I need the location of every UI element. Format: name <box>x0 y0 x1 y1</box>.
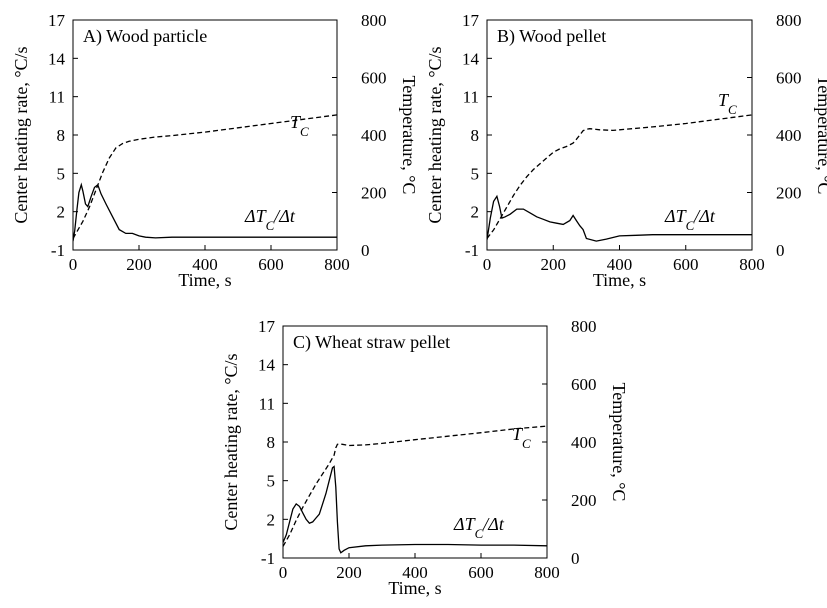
left-y-tick-label: -1 <box>261 549 275 568</box>
left-y-tick-label: 17 <box>48 11 66 30</box>
x-tick-label: 0 <box>483 255 492 274</box>
right-y-axis-label: Temperature, °C <box>399 76 419 195</box>
mark-layer <box>73 114 337 242</box>
left-y-tick-label: 14 <box>48 49 66 68</box>
x-tick-label: 200 <box>541 255 567 274</box>
right-y-tick-label: 0 <box>571 549 580 568</box>
left-y-tick-label: 2 <box>471 203 480 222</box>
right-y-tick-label: 600 <box>361 69 387 88</box>
x-tick-label: 600 <box>673 255 699 274</box>
x-tick-label: 200 <box>336 563 362 582</box>
mark-layer <box>487 114 752 242</box>
mark-layer <box>283 425 547 554</box>
left-y-axis-label: Center heating rate, °C/s <box>425 46 445 223</box>
panel-title: C) Wheat straw pellet <box>293 332 450 353</box>
tick-layer: 0 200 400 600 800 -1 2 5 8 11 14 17 0 200 400 600 800 <box>258 317 597 582</box>
left-y-tick-label: 5 <box>57 164 66 183</box>
heating-rate-line <box>73 182 337 242</box>
left-y-tick-label: 17 <box>462 11 480 30</box>
right-y-tick-label: 200 <box>776 184 802 203</box>
left-y-tick-label: 14 <box>258 356 276 375</box>
panel-title: B) Wood pellet <box>497 26 606 47</box>
right-y-tick-label: 400 <box>361 126 387 145</box>
x-tick-label: 800 <box>534 563 560 582</box>
left-y-tick-label: -1 <box>51 241 65 260</box>
left-y-axis-label: Center heating rate, °C/s <box>11 46 31 223</box>
x-tick-label: 800 <box>324 255 350 274</box>
x-axis-label: Time, s <box>178 270 231 290</box>
panel-b: 0 200 400 600 800 -1 2 5 8 11 14 17 0 200 400 600 800 B)… <box>425 11 827 290</box>
tick-layer: 0 200 400 600 800 -1 2 5 8 11 14 17 0 200 400 600 800 <box>462 11 802 274</box>
heating-rate-series-label: ΔTC/Δt <box>244 206 296 233</box>
right-y-tick-label: 800 <box>571 317 597 336</box>
temperature-line <box>73 114 337 239</box>
right-y-tick-label: 800 <box>776 11 802 30</box>
heating-rate-series-label: ΔTC/Δt <box>664 206 716 233</box>
left-y-axis-label: Center heating rate, °C/s <box>221 353 241 530</box>
right-y-tick-label: 0 <box>776 241 785 260</box>
x-tick-label: 0 <box>69 255 78 274</box>
temperature-line <box>283 425 547 547</box>
temperature-series-label: TC <box>718 90 737 117</box>
x-tick-label: 400 <box>192 255 218 274</box>
left-y-tick-label: 14 <box>462 49 480 68</box>
tick-layer: 0 200 400 600 800 -1 2 5 8 11 14 17 0 200 400 600 800 <box>48 11 387 274</box>
right-y-tick-label: 600 <box>776 69 802 88</box>
left-y-tick-label: 11 <box>463 88 479 107</box>
right-y-tick-label: 400 <box>776 126 802 145</box>
left-y-tick-label: 17 <box>258 317 276 336</box>
left-y-tick-label: 11 <box>259 394 275 413</box>
left-y-tick-label: 5 <box>471 164 480 183</box>
right-y-axis-label: Temperature, °C <box>814 76 827 195</box>
panel-c: 0 200 400 600 800 -1 2 5 8 11 14 17 0 200 400 600 800 C)… <box>221 317 629 598</box>
x-axis-label: Time, s <box>388 578 441 598</box>
x-tick-label: 200 <box>126 255 152 274</box>
right-y-tick-label: 800 <box>361 11 387 30</box>
right-y-tick-label: 600 <box>571 375 597 394</box>
heating-rate-line <box>283 465 547 554</box>
x-tick-label: 400 <box>402 563 428 582</box>
x-tick-label: 0 <box>279 563 288 582</box>
left-y-tick-label: -1 <box>465 241 479 260</box>
x-axis-label: Time, s <box>593 270 646 290</box>
temperature-series-label: TC <box>512 424 531 451</box>
x-tick-label: 800 <box>739 255 765 274</box>
x-tick-label: 600 <box>258 255 284 274</box>
panel-a: 0 200 400 600 800 -1 2 5 8 11 14 17 0 200 400 600 800 A)… <box>11 11 419 290</box>
panel-title: A) Wood particle <box>83 26 207 47</box>
left-y-tick-label: 2 <box>57 203 66 222</box>
left-y-tick-label: 2 <box>267 510 276 529</box>
left-y-tick-label: 8 <box>471 126 480 145</box>
left-y-tick-label: 8 <box>57 126 66 145</box>
left-y-tick-label: 11 <box>49 88 65 107</box>
left-y-tick-label: 5 <box>267 472 276 491</box>
right-y-axis-label: Temperature, °C <box>609 383 629 502</box>
right-y-tick-label: 200 <box>571 491 597 510</box>
temperature-series-label: TC <box>290 112 309 139</box>
x-tick-label: 400 <box>607 255 633 274</box>
plot-frame <box>282 325 548 559</box>
right-y-tick-label: 200 <box>361 184 387 203</box>
right-y-tick-label: 0 <box>361 241 370 260</box>
right-y-tick-label: 400 <box>571 433 597 452</box>
left-y-tick-label: 8 <box>267 433 276 452</box>
temperature-line <box>487 114 752 239</box>
heating-rate-series-label: ΔTC/Δt <box>453 514 505 541</box>
x-tick-label: 600 <box>468 563 494 582</box>
